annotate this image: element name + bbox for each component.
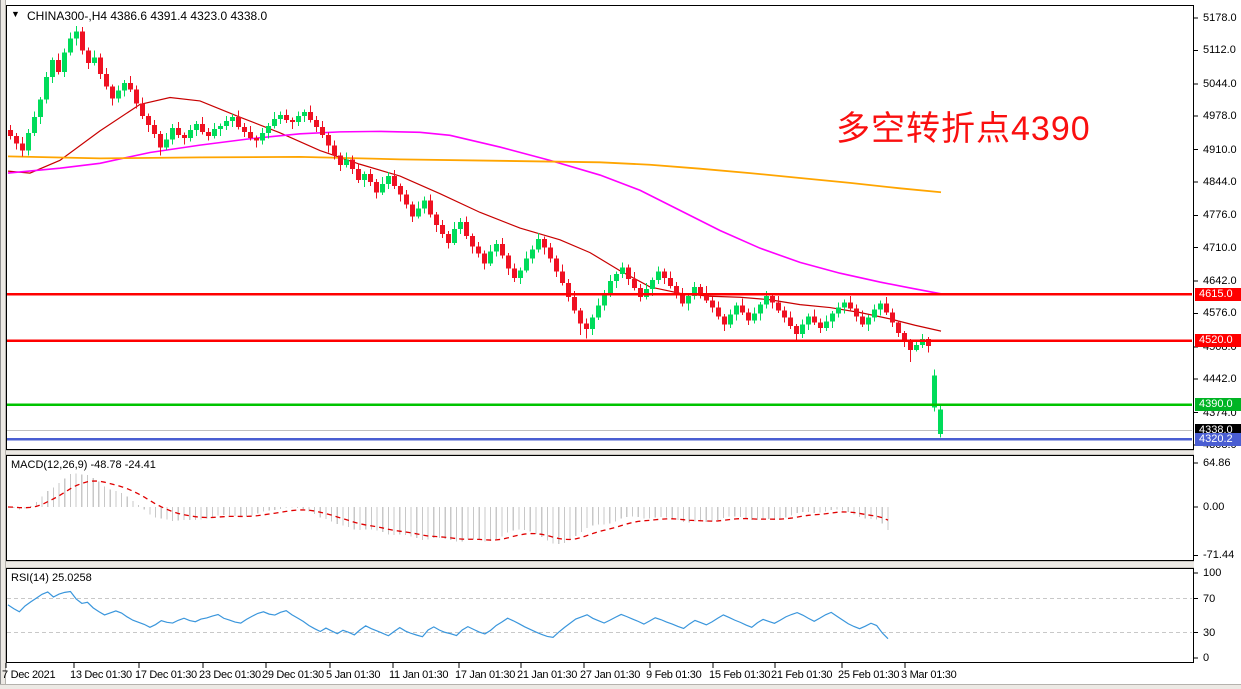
- macd-axis-label: -71.44: [1203, 549, 1235, 562]
- rsi-panel[interactable]: [6, 568, 1194, 663]
- symbol-dropdown-icon[interactable]: ▼: [11, 9, 20, 19]
- time-axis-label: 27 Jan 01:30: [580, 669, 641, 681]
- time-axis-label: 17 Dec 01:30: [135, 669, 197, 681]
- rsi-axis-label: 30: [1203, 626, 1216, 639]
- time-axis-label: 7 Dec 2021: [2, 669, 56, 681]
- price-axis-label: 4978.0: [1203, 110, 1237, 123]
- price-axis-label: 4576.0: [1203, 307, 1237, 320]
- price-axis-label: 4710.0: [1203, 241, 1237, 254]
- time-axis-label: 9 Feb 01:30: [646, 669, 702, 681]
- price-axis-label: 4910.0: [1203, 143, 1237, 156]
- time-axis-label: 3 Mar 01:30: [901, 669, 957, 681]
- price-badge: 4320.2: [1195, 432, 1241, 446]
- price-axis-label: 4844.0: [1203, 175, 1237, 188]
- macd-axis-label: 0.00: [1203, 501, 1225, 513]
- price-axis-label: 4776.0: [1203, 209, 1237, 222]
- price-axis-label: 4642.0: [1203, 275, 1237, 288]
- time-axis-label: 5 Jan 01:30: [326, 669, 381, 681]
- rsi-axis-label: 100: [1203, 567, 1222, 579]
- macd-indicator-label: MACD(12,26,9) -48.78 -24.41: [11, 459, 156, 471]
- price-badge: 4615.0: [1195, 287, 1241, 301]
- price-axis-label: 4442.0: [1203, 373, 1237, 386]
- rsi-indicator-label: RSI(14) 25.0258: [11, 572, 92, 584]
- main-chart-panel[interactable]: [6, 5, 1194, 450]
- rsi-axis-label: 0: [1203, 652, 1210, 664]
- price-badge: 4520.0: [1195, 334, 1241, 348]
- price-axis-label: 5112.0: [1203, 44, 1236, 57]
- window-bottom-edge: [0, 684, 1241, 689]
- time-axis-label: 13 Dec 01:30: [70, 669, 132, 681]
- time-axis-label: 17 Jan 01:30: [455, 669, 516, 681]
- time-axis[interactable]: [6, 663, 1194, 684]
- time-axis-label: 21 Jan 01:30: [517, 669, 578, 681]
- window-left-edge: [0, 0, 6, 689]
- rsi-axis-label: 70: [1203, 592, 1216, 605]
- panel-divider[interactable]: [6, 561, 1194, 568]
- price-axis-label: 5044.0: [1203, 77, 1237, 90]
- time-axis-label: 11 Jan 01:30: [389, 669, 449, 681]
- time-axis-label: 21 Feb 01:30: [771, 669, 833, 681]
- time-axis-label: 23 Dec 01:30: [199, 669, 261, 681]
- time-axis-label: 29 Dec 01:30: [262, 669, 324, 681]
- time-axis-label: 25 Feb 01:30: [838, 669, 900, 681]
- panel-divider[interactable]: [6, 450, 1194, 455]
- time-axis-label: 15 Feb 01:30: [709, 669, 771, 681]
- price-axis-label: 5178.0: [1203, 12, 1237, 24]
- macd-axis-label: 64.86: [1203, 457, 1231, 469]
- macd-panel[interactable]: [6, 455, 1194, 561]
- annotation-text: 多空转折点4390: [836, 110, 1091, 148]
- price-badge: 4390.0: [1195, 398, 1241, 412]
- chart-title: CHINA300-,H4 4386.6 4391.4 4323.0 4338.0: [27, 9, 268, 23]
